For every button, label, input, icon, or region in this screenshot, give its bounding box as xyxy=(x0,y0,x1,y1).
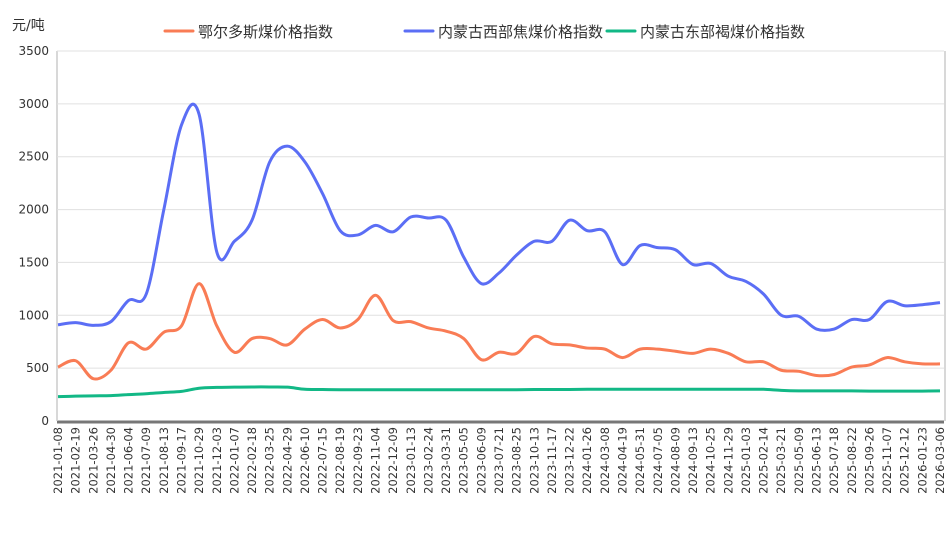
x-tick-label: 2023-06-09 xyxy=(474,427,488,494)
x-tick-label: 2023-12-22 xyxy=(563,427,577,494)
x-tick-label: 2023-01-13 xyxy=(404,427,418,494)
series-line xyxy=(57,385,941,399)
x-tick-label: 2025-08-22 xyxy=(845,427,859,494)
x-tick-label: 2024-04-19 xyxy=(615,427,629,494)
x-tick-label: 2021-01-08 xyxy=(51,427,65,494)
x-tick-label: 2024-03-08 xyxy=(598,427,612,494)
legend-item: 内蒙古东部褐煤价格指数 xyxy=(605,23,805,41)
x-tick-label: 2022-11-04 xyxy=(369,427,383,494)
y-tick-label: 2000 xyxy=(18,203,49,217)
x-tick-label: 2026-01-23 xyxy=(915,427,929,494)
x-tick-label: 2025-01-03 xyxy=(739,427,753,494)
legend-label: 内蒙古东部褐煤价格指数 xyxy=(640,23,805,41)
x-tick-label: 2022-08-19 xyxy=(333,427,347,494)
x-tick-label: 2023-08-25 xyxy=(510,427,524,494)
x-tick-label: 2025-07-18 xyxy=(827,427,841,494)
x-tick-label: 2022-03-25 xyxy=(263,427,277,494)
x-tick-label: 2021-04-30 xyxy=(104,427,118,494)
x-tick-label: 2025-12-12 xyxy=(898,427,912,494)
legend-label: 鄂尔多斯煤价格指数 xyxy=(198,23,333,41)
x-tick-label: 2026-03-06 xyxy=(933,427,947,494)
x-tick-label: 2022-02-18 xyxy=(245,427,259,494)
legend-label: 内蒙古西部焦煤价格指数 xyxy=(438,23,603,41)
y-tick-label: 2500 xyxy=(18,150,49,164)
x-tick-label: 2023-07-21 xyxy=(492,427,506,494)
x-tick-label: 2021-10-29 xyxy=(192,427,206,494)
x-tick-label: 2022-04-29 xyxy=(280,427,294,494)
x-tick-label: 2024-01-26 xyxy=(580,427,594,494)
y-tick-label: 1000 xyxy=(18,308,49,322)
series-line xyxy=(57,102,941,332)
x-tick-label: 2025-06-13 xyxy=(810,427,824,494)
x-tick-label: 2025-02-14 xyxy=(757,427,771,494)
x-tick-label: 2025-05-09 xyxy=(792,427,806,494)
legend-item: 内蒙古西部焦煤价格指数 xyxy=(403,23,603,41)
x-tick-label: 2025-11-07 xyxy=(880,427,894,494)
x-tick-label: 2023-05-05 xyxy=(457,427,471,494)
x-tick-label: 2023-03-31 xyxy=(439,427,453,494)
x-tick-label: 2021-09-17 xyxy=(174,427,188,494)
x-tick-label: 2022-07-15 xyxy=(316,427,330,494)
x-tick-label: 2024-09-13 xyxy=(686,427,700,494)
x-tick-label: 2021-07-09 xyxy=(139,427,153,494)
x-tick-label: 2023-11-17 xyxy=(545,427,559,494)
x-tick-label: 2021-02-19 xyxy=(69,427,83,494)
y-tick-label: 0 xyxy=(41,414,49,428)
legend: 鄂尔多斯煤价格指数 内蒙古西部焦煤价格指数 内蒙古东部褐煤价格指数 xyxy=(163,23,805,41)
x-tick-label: 2021-03-26 xyxy=(86,427,100,494)
x-tick-label: 2025-09-26 xyxy=(862,427,876,494)
x-tick-label: 2023-10-13 xyxy=(527,427,541,494)
x-tick-label: 2024-10-25 xyxy=(704,427,718,494)
y-tick-label: 500 xyxy=(26,361,49,375)
series-lines xyxy=(57,102,941,399)
series-line xyxy=(57,282,941,381)
x-tick-label: 2022-12-09 xyxy=(386,427,400,494)
y-tick-label: 1500 xyxy=(18,255,49,269)
x-tick-label: 2022-01-07 xyxy=(227,427,241,494)
legend-item: 鄂尔多斯煤价格指数 xyxy=(163,23,333,41)
x-tick-label: 2021-06-04 xyxy=(122,427,136,494)
x-axis: 2021-01-08 2021-02-19 2021-03-26 2021-04-30… xyxy=(51,427,947,494)
x-tick-label: 2024-07-05 xyxy=(651,427,665,494)
x-tick-label: 2024-11-29 xyxy=(721,427,735,494)
y-axis-label: 元/吨 xyxy=(12,18,45,34)
x-tick-label: 2025-03-21 xyxy=(774,427,788,494)
x-tick-label: 2022-06-10 xyxy=(298,427,312,494)
x-tick-label: 2024-08-09 xyxy=(668,427,682,494)
y-axis: 0 500 1000 1500 2000 2500 3000 3500 xyxy=(18,44,49,428)
y-tick-label: 3500 xyxy=(18,44,49,58)
x-tick-label: 2023-02-24 xyxy=(421,427,435,494)
y-tick-label: 3000 xyxy=(18,97,49,111)
x-tick-label: 2021-08-13 xyxy=(157,427,171,494)
x-tick-label: 2022-09-23 xyxy=(351,427,365,494)
x-tick-label: 2021-12-03 xyxy=(210,427,224,494)
x-tick-label: 2024-05-31 xyxy=(633,427,647,494)
